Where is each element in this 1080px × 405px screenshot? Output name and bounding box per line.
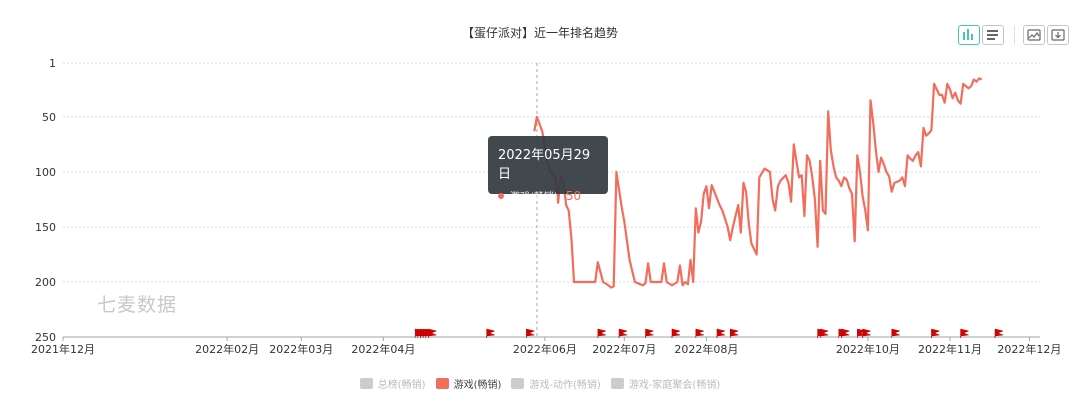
y-tick-label: 250 (35, 331, 56, 344)
chart-toolbar (958, 24, 1071, 46)
x-tick-label: 2022年02月 (195, 342, 259, 356)
event-flag-icon (729, 328, 740, 338)
event-flag-icon (960, 328, 970, 338)
event-flag-icon (428, 328, 438, 338)
download-icon[interactable] (1047, 25, 1069, 45)
x-tick-label: 2022年12月 (997, 342, 1061, 356)
event-flag-icon (526, 328, 536, 338)
legend-item-games[interactable]: 游戏(畅销) (435, 376, 502, 391)
chart-legend: 总榜(畅销) 游戏(畅销) 游戏-动作(畅销) 游戏-家庭聚会(畅销) (0, 376, 1080, 391)
tooltip-date: 2022年05月29日 (498, 148, 591, 182)
x-tick-label: 2022年04月 (351, 342, 415, 356)
legend-label: 游戏(畅销) (453, 380, 502, 391)
event-flag-icon (716, 328, 726, 338)
event-flag-icon (862, 328, 872, 338)
list-icon[interactable] (982, 25, 1004, 45)
y-tick-label: 100 (35, 166, 56, 179)
toolbar-divider (1014, 26, 1015, 44)
y-tick-label: 1 (49, 57, 56, 70)
event-flag-icon (645, 328, 655, 338)
legend-label: 游戏-家庭聚会(畅销) (628, 380, 721, 391)
event-flag-icon (597, 328, 607, 338)
legend-swatch (359, 378, 373, 389)
event-flag-icon (618, 328, 628, 338)
event-flag-icon (695, 328, 705, 338)
event-flag-icon (671, 328, 681, 338)
legend-label: 总榜(畅销) (377, 380, 426, 391)
x-tick-label: 2022年11月 (918, 342, 982, 356)
tooltip-value: 50 (565, 188, 582, 203)
x-tick-label: 2022年06月 (513, 342, 577, 356)
legend-label: 游戏-动作(畅销) (529, 380, 601, 391)
x-tick-label: 2022年03月 (269, 342, 333, 356)
event-markers (414, 328, 1004, 338)
legend-swatch (435, 378, 449, 389)
bar-chart-icon[interactable] (958, 25, 980, 45)
event-flag-icon (891, 328, 901, 338)
chart-tooltip: 2022年05月29日 游戏(畅销) 50 (488, 136, 608, 203)
x-tick-label: 2022年10月 (836, 342, 900, 356)
tooltip-row: 游戏(畅销) 50 (498, 188, 598, 203)
series-line-layer (533, 77, 983, 289)
event-flag-icon (931, 328, 941, 338)
y-tick-label: 50 (42, 111, 56, 124)
legend-item-games-family[interactable]: 游戏-家庭聚会(畅销) (610, 376, 721, 391)
x-tick-label: 2022年07月 (592, 342, 656, 356)
watermark: 七麦数据 (97, 294, 178, 316)
event-flag-icon (994, 328, 1004, 338)
tooltip-series-dot (498, 192, 504, 199)
tooltip-series-name: 游戏(畅销) (510, 192, 558, 203)
x-tick-label: 2021年12月 (31, 342, 95, 356)
legend-item-total[interactable]: 总榜(畅销) (359, 376, 426, 391)
chart-title: 【蛋仔派对】近一年排名趋势 (461, 26, 618, 40)
image-export-icon[interactable] (1023, 25, 1045, 45)
y-tick-label: 200 (35, 276, 56, 289)
x-tick-label: 2022年08月 (674, 342, 738, 356)
event-flag-icon (841, 328, 851, 338)
legend-swatch (511, 378, 525, 389)
legend-item-games-action[interactable]: 游戏-动作(畅销) (511, 376, 601, 391)
series-line (533, 77, 983, 289)
event-flag-icon (819, 328, 830, 338)
event-flag-icon (486, 328, 496, 338)
legend-swatch (610, 378, 624, 389)
y-tick-label: 150 (35, 221, 56, 234)
